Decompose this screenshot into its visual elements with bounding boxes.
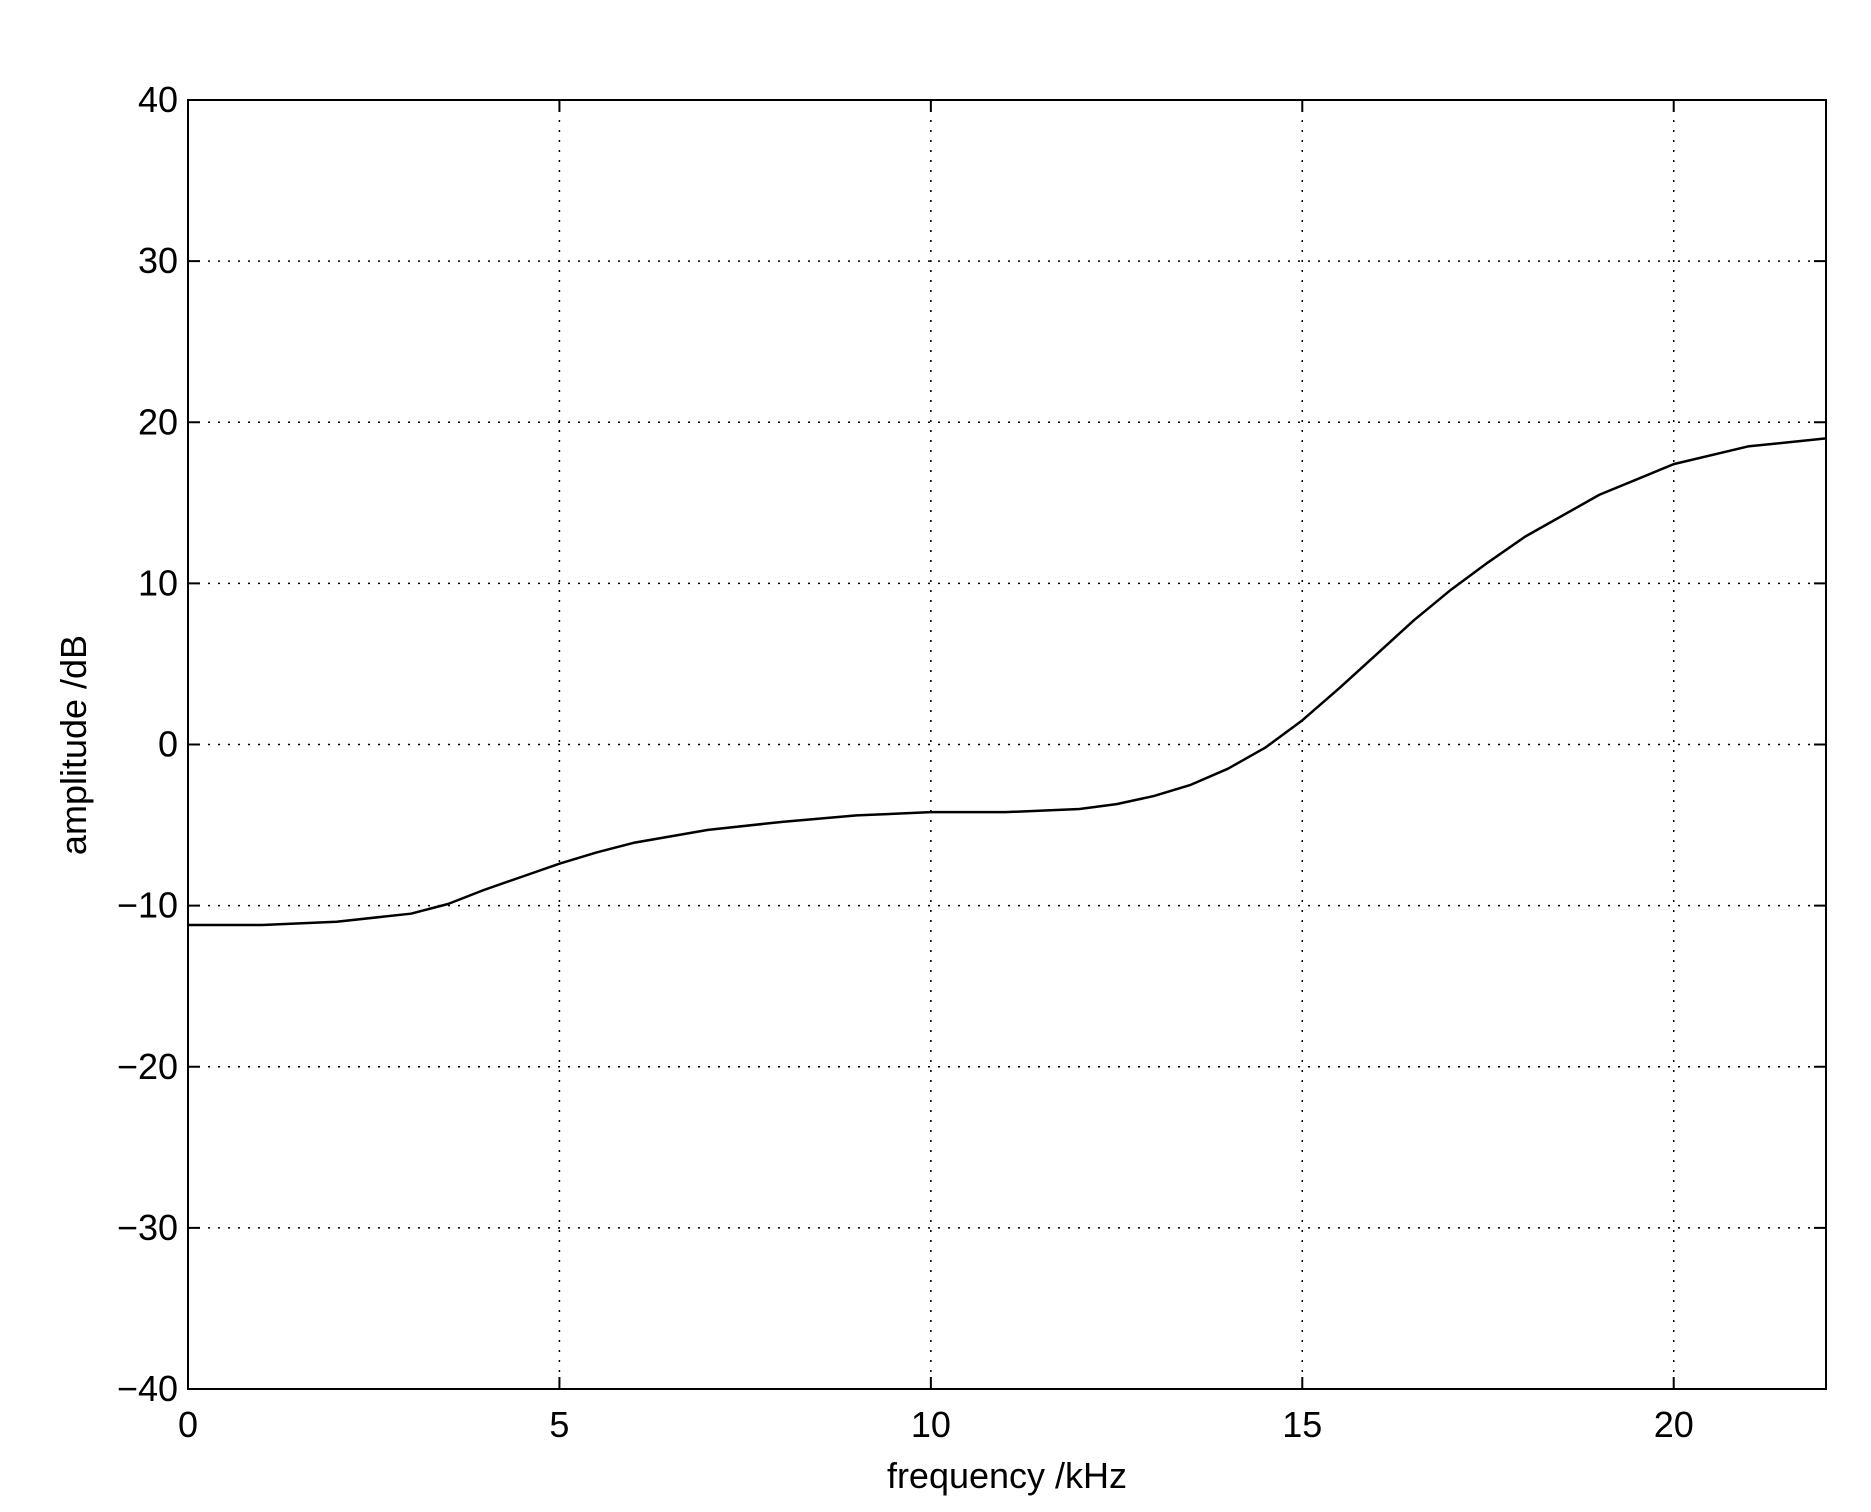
y-axis-label: amplitude /dB [53, 635, 94, 855]
y-tick-label: −20 [117, 1046, 178, 1087]
y-tick-label: −30 [117, 1207, 178, 1248]
x-axis-label: frequency /kHz [887, 1455, 1127, 1496]
x-tick-label: 20 [1654, 1404, 1694, 1445]
y-tick-label: 0 [158, 724, 178, 765]
y-tick-label: 10 [138, 562, 178, 603]
x-tick-label: 0 [178, 1404, 198, 1445]
x-tick-label: 15 [1282, 1404, 1322, 1445]
plot-frame [187, 99, 1827, 1390]
y-tick-label: −10 [117, 885, 178, 926]
x-tick-label: 10 [911, 1404, 951, 1445]
x-tick-label: 5 [549, 1404, 569, 1445]
y-tick-label: −40 [117, 1368, 178, 1409]
y-tick-label: 40 [138, 79, 178, 120]
y-tick-label: 30 [138, 240, 178, 281]
y-tick-label: 20 [138, 401, 178, 442]
line-series [188, 437, 1827, 927]
